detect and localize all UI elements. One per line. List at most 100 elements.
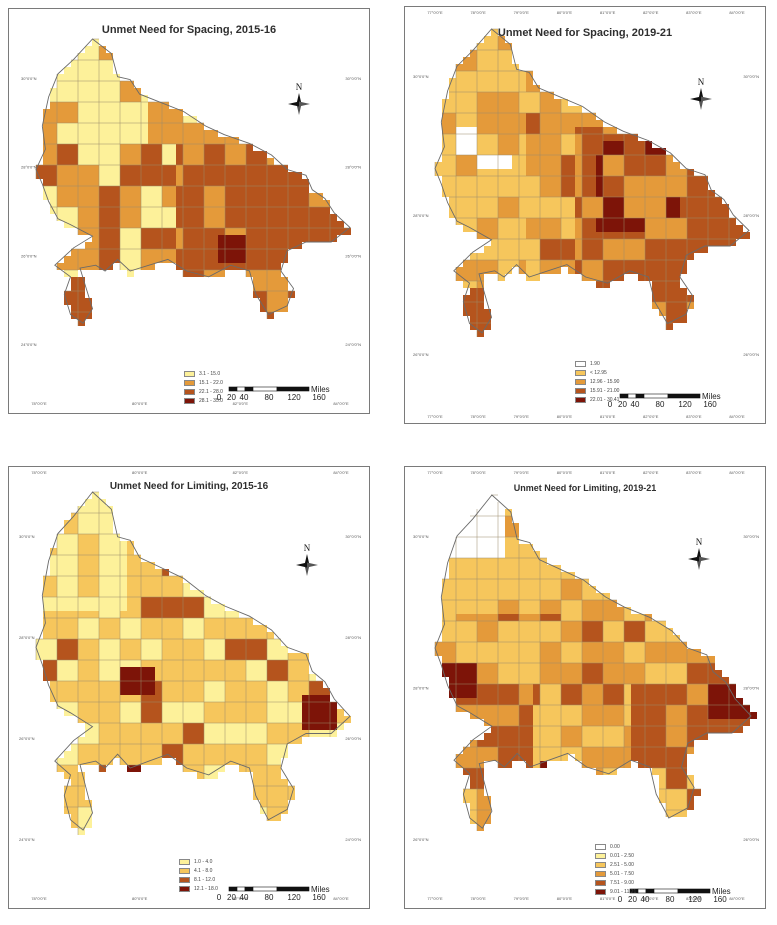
coordinate-tick-label: 83°0'0"E bbox=[686, 10, 702, 15]
district-region bbox=[533, 719, 540, 726]
district-region bbox=[302, 702, 309, 709]
coordinate-tick-label: 28°0'0"N bbox=[345, 635, 361, 640]
district-region bbox=[687, 782, 694, 789]
district-region bbox=[680, 642, 687, 649]
district-region bbox=[78, 60, 85, 67]
district-region bbox=[680, 789, 687, 796]
district-region bbox=[155, 137, 162, 144]
district-region bbox=[512, 197, 519, 204]
district-region bbox=[155, 660, 162, 667]
district-region bbox=[211, 730, 218, 737]
district-region bbox=[57, 137, 64, 144]
district-region bbox=[85, 256, 92, 263]
district-region bbox=[260, 151, 267, 158]
district-region bbox=[673, 309, 680, 316]
district-region bbox=[288, 179, 295, 186]
district-region bbox=[463, 677, 470, 684]
coordinate-tick-label: 30°0'0"N bbox=[743, 74, 759, 79]
district-region bbox=[484, 705, 491, 712]
district-region bbox=[505, 551, 512, 558]
district-region bbox=[267, 284, 274, 291]
district-region bbox=[155, 709, 162, 716]
district-region bbox=[484, 740, 491, 747]
district-region bbox=[106, 611, 113, 618]
district-region bbox=[162, 590, 169, 597]
district-region bbox=[253, 716, 260, 723]
district-region bbox=[617, 607, 624, 614]
district-region bbox=[225, 207, 232, 214]
district-region bbox=[71, 200, 78, 207]
district-region bbox=[575, 225, 582, 232]
district-region bbox=[505, 190, 512, 197]
district-region bbox=[498, 274, 505, 281]
district-region bbox=[596, 733, 603, 740]
district-region bbox=[589, 204, 596, 211]
district-region bbox=[64, 618, 71, 625]
district-region bbox=[57, 95, 64, 102]
district-region bbox=[645, 705, 652, 712]
district-region bbox=[162, 102, 169, 109]
district-region bbox=[568, 127, 575, 134]
district-region bbox=[631, 621, 638, 628]
district-region bbox=[722, 677, 729, 684]
district-region bbox=[526, 190, 533, 197]
district-region bbox=[624, 712, 631, 719]
district-region bbox=[694, 176, 701, 183]
district-region bbox=[491, 670, 498, 677]
district-region bbox=[456, 169, 463, 176]
district-region bbox=[540, 600, 547, 607]
district-region bbox=[169, 123, 176, 130]
district-region bbox=[491, 190, 498, 197]
district-region bbox=[519, 586, 526, 593]
district-region bbox=[127, 660, 134, 667]
district-region bbox=[505, 642, 512, 649]
district-region bbox=[162, 130, 169, 137]
district-region bbox=[309, 688, 316, 695]
district-region bbox=[540, 761, 547, 768]
district-region bbox=[113, 228, 120, 235]
district-region bbox=[680, 810, 687, 817]
district-region bbox=[526, 141, 533, 148]
district-region bbox=[491, 593, 498, 600]
district-region bbox=[533, 677, 540, 684]
district-region bbox=[645, 176, 652, 183]
district-region bbox=[631, 197, 638, 204]
district-region bbox=[267, 751, 274, 758]
district-region bbox=[561, 183, 568, 190]
district-region bbox=[722, 684, 729, 691]
district-region bbox=[197, 590, 204, 597]
district-region bbox=[78, 298, 85, 305]
district-region bbox=[281, 193, 288, 200]
district-region bbox=[85, 214, 92, 221]
legend-swatch bbox=[179, 858, 190, 865]
district-region bbox=[498, 572, 505, 579]
district-region bbox=[141, 653, 148, 660]
district-region bbox=[99, 555, 106, 562]
district-region bbox=[99, 95, 106, 102]
district-region bbox=[155, 604, 162, 611]
district-region bbox=[106, 123, 113, 130]
district-region bbox=[617, 218, 624, 225]
district-region bbox=[666, 810, 673, 817]
district-region bbox=[743, 232, 750, 239]
district-region bbox=[127, 758, 134, 765]
district-region bbox=[491, 712, 498, 719]
district-region bbox=[204, 137, 211, 144]
district-region bbox=[666, 232, 673, 239]
district-region bbox=[484, 796, 491, 803]
district-region bbox=[71, 221, 78, 228]
district-region bbox=[477, 516, 484, 523]
coordinate-tick-label: 26°0'0"N bbox=[19, 736, 35, 741]
district-region bbox=[260, 221, 267, 228]
district-region bbox=[484, 628, 491, 635]
district-region bbox=[470, 635, 477, 642]
district-region bbox=[134, 653, 141, 660]
district-region bbox=[134, 597, 141, 604]
district-region bbox=[519, 176, 526, 183]
district-region bbox=[155, 186, 162, 193]
district-region bbox=[519, 92, 526, 99]
district-region bbox=[666, 649, 673, 656]
district-region bbox=[169, 702, 176, 709]
district-region bbox=[204, 179, 211, 186]
district-region bbox=[645, 218, 652, 225]
